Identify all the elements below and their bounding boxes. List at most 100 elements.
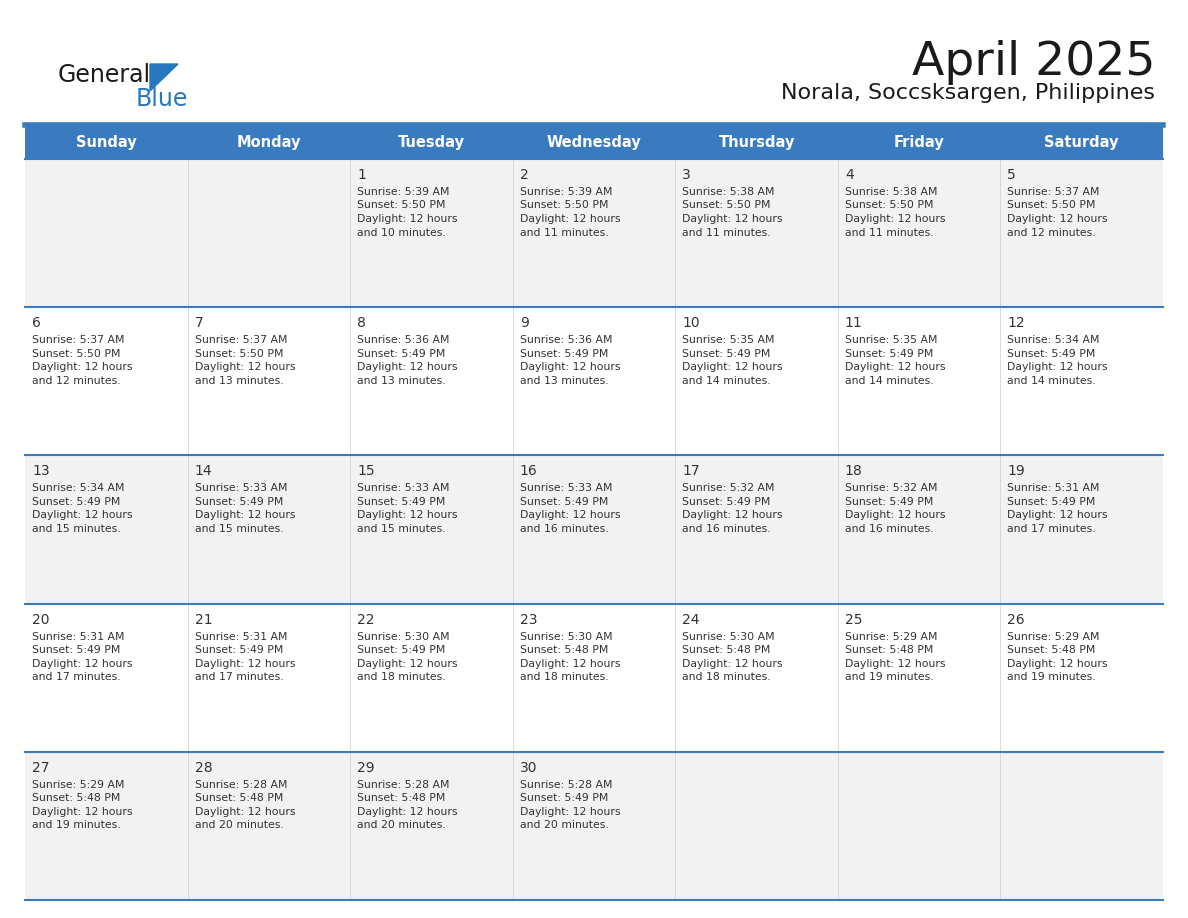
Text: Sunset: 5:49 PM: Sunset: 5:49 PM: [32, 645, 120, 655]
Text: 12: 12: [1007, 316, 1025, 330]
Text: Daylight: 12 hours: Daylight: 12 hours: [32, 510, 133, 521]
Text: Daylight: 12 hours: Daylight: 12 hours: [682, 363, 783, 372]
Text: Sunrise: 5:29 AM: Sunrise: 5:29 AM: [1007, 632, 1100, 642]
Text: Daylight: 12 hours: Daylight: 12 hours: [845, 363, 946, 372]
Text: and 16 minutes.: and 16 minutes.: [845, 524, 934, 534]
Text: Sunrise: 5:31 AM: Sunrise: 5:31 AM: [1007, 484, 1100, 493]
Text: Sunset: 5:49 PM: Sunset: 5:49 PM: [1007, 497, 1095, 507]
Text: Sunday: Sunday: [76, 135, 137, 150]
Text: and 13 minutes.: and 13 minutes.: [519, 375, 608, 386]
Bar: [25, 455, 1163, 604]
Text: 11: 11: [845, 316, 862, 330]
Text: Sunset: 5:49 PM: Sunset: 5:49 PM: [519, 349, 608, 359]
Text: Daylight: 12 hours: Daylight: 12 hours: [32, 658, 133, 668]
Text: and 17 minutes.: and 17 minutes.: [195, 672, 283, 682]
Text: Daylight: 12 hours: Daylight: 12 hours: [195, 510, 295, 521]
Text: Sunset: 5:50 PM: Sunset: 5:50 PM: [195, 349, 283, 359]
Text: 9: 9: [519, 316, 529, 330]
Text: and 14 minutes.: and 14 minutes.: [682, 375, 771, 386]
Text: Daylight: 12 hours: Daylight: 12 hours: [1007, 363, 1108, 372]
Text: and 13 minutes.: and 13 minutes.: [358, 375, 446, 386]
Bar: [25, 308, 1163, 455]
Text: and 12 minutes.: and 12 minutes.: [32, 375, 121, 386]
Bar: [25, 752, 1163, 900]
Text: Sunrise: 5:38 AM: Sunrise: 5:38 AM: [845, 187, 937, 197]
Text: Daylight: 12 hours: Daylight: 12 hours: [845, 214, 946, 224]
Text: Sunrise: 5:38 AM: Sunrise: 5:38 AM: [682, 187, 775, 197]
Text: Sunrise: 5:34 AM: Sunrise: 5:34 AM: [32, 484, 125, 493]
Text: Daylight: 12 hours: Daylight: 12 hours: [358, 363, 457, 372]
Text: Daylight: 12 hours: Daylight: 12 hours: [1007, 658, 1108, 668]
Bar: [25, 604, 1163, 752]
Text: 6: 6: [32, 316, 40, 330]
Bar: [25, 125, 1163, 159]
Text: Sunrise: 5:34 AM: Sunrise: 5:34 AM: [1007, 335, 1100, 345]
Text: 27: 27: [32, 761, 50, 775]
Text: Sunrise: 5:31 AM: Sunrise: 5:31 AM: [32, 632, 125, 642]
Text: Daylight: 12 hours: Daylight: 12 hours: [1007, 510, 1108, 521]
Text: Sunset: 5:49 PM: Sunset: 5:49 PM: [682, 497, 771, 507]
Text: Sunrise: 5:33 AM: Sunrise: 5:33 AM: [195, 484, 287, 493]
Text: and 12 minutes.: and 12 minutes.: [1007, 228, 1097, 238]
Text: and 19 minutes.: and 19 minutes.: [845, 672, 934, 682]
Text: Daylight: 12 hours: Daylight: 12 hours: [195, 658, 295, 668]
Text: Sunset: 5:48 PM: Sunset: 5:48 PM: [519, 645, 608, 655]
Text: Sunrise: 5:30 AM: Sunrise: 5:30 AM: [682, 632, 775, 642]
Text: Sunset: 5:49 PM: Sunset: 5:49 PM: [519, 793, 608, 803]
Text: Daylight: 12 hours: Daylight: 12 hours: [845, 510, 946, 521]
Text: Daylight: 12 hours: Daylight: 12 hours: [519, 214, 620, 224]
Text: Daylight: 12 hours: Daylight: 12 hours: [358, 510, 457, 521]
Text: Friday: Friday: [893, 135, 944, 150]
Text: 20: 20: [32, 612, 50, 627]
Text: Sunrise: 5:37 AM: Sunrise: 5:37 AM: [1007, 187, 1100, 197]
Text: Norala, Soccsksargen, Philippines: Norala, Soccsksargen, Philippines: [781, 83, 1155, 103]
Text: and 17 minutes.: and 17 minutes.: [1007, 524, 1097, 534]
Text: Daylight: 12 hours: Daylight: 12 hours: [195, 807, 295, 817]
Text: and 20 minutes.: and 20 minutes.: [358, 821, 446, 830]
Text: Wednesday: Wednesday: [546, 135, 642, 150]
Text: Sunrise: 5:39 AM: Sunrise: 5:39 AM: [358, 187, 449, 197]
Text: Blue: Blue: [135, 87, 189, 111]
Text: Sunset: 5:49 PM: Sunset: 5:49 PM: [358, 497, 446, 507]
Text: 22: 22: [358, 612, 374, 627]
Text: Sunset: 5:49 PM: Sunset: 5:49 PM: [845, 349, 934, 359]
Text: 10: 10: [682, 316, 700, 330]
Text: and 16 minutes.: and 16 minutes.: [519, 524, 608, 534]
Text: Daylight: 12 hours: Daylight: 12 hours: [1007, 214, 1108, 224]
Text: Sunrise: 5:33 AM: Sunrise: 5:33 AM: [358, 484, 449, 493]
Text: Sunrise: 5:28 AM: Sunrise: 5:28 AM: [358, 779, 449, 789]
Text: Sunrise: 5:30 AM: Sunrise: 5:30 AM: [519, 632, 612, 642]
Text: Sunset: 5:50 PM: Sunset: 5:50 PM: [358, 200, 446, 210]
Text: 16: 16: [519, 465, 537, 478]
Text: Sunset: 5:50 PM: Sunset: 5:50 PM: [845, 200, 934, 210]
Text: 8: 8: [358, 316, 366, 330]
Text: Sunrise: 5:28 AM: Sunrise: 5:28 AM: [519, 779, 612, 789]
Text: Sunrise: 5:31 AM: Sunrise: 5:31 AM: [195, 632, 287, 642]
Text: and 15 minutes.: and 15 minutes.: [195, 524, 283, 534]
Text: 19: 19: [1007, 465, 1025, 478]
Text: Sunrise: 5:29 AM: Sunrise: 5:29 AM: [32, 779, 125, 789]
Text: and 18 minutes.: and 18 minutes.: [682, 672, 771, 682]
Text: Sunset: 5:49 PM: Sunset: 5:49 PM: [195, 645, 283, 655]
Text: Sunset: 5:48 PM: Sunset: 5:48 PM: [682, 645, 771, 655]
Text: Sunset: 5:50 PM: Sunset: 5:50 PM: [32, 349, 120, 359]
Text: 26: 26: [1007, 612, 1025, 627]
Text: Sunset: 5:48 PM: Sunset: 5:48 PM: [1007, 645, 1095, 655]
Text: Daylight: 12 hours: Daylight: 12 hours: [519, 807, 620, 817]
Text: Sunrise: 5:39 AM: Sunrise: 5:39 AM: [519, 187, 612, 197]
Text: and 15 minutes.: and 15 minutes.: [358, 524, 446, 534]
Text: and 19 minutes.: and 19 minutes.: [1007, 672, 1097, 682]
Text: Sunrise: 5:35 AM: Sunrise: 5:35 AM: [682, 335, 775, 345]
Text: April 2025: April 2025: [911, 40, 1155, 85]
Text: Sunset: 5:49 PM: Sunset: 5:49 PM: [519, 497, 608, 507]
Text: and 16 minutes.: and 16 minutes.: [682, 524, 771, 534]
Text: 25: 25: [845, 612, 862, 627]
Text: Sunrise: 5:29 AM: Sunrise: 5:29 AM: [845, 632, 937, 642]
Text: Sunrise: 5:33 AM: Sunrise: 5:33 AM: [519, 484, 612, 493]
Text: Sunset: 5:49 PM: Sunset: 5:49 PM: [358, 645, 446, 655]
Text: and 11 minutes.: and 11 minutes.: [682, 228, 771, 238]
Text: Monday: Monday: [236, 135, 301, 150]
Text: and 11 minutes.: and 11 minutes.: [519, 228, 608, 238]
Text: 13: 13: [32, 465, 50, 478]
Text: and 15 minutes.: and 15 minutes.: [32, 524, 121, 534]
